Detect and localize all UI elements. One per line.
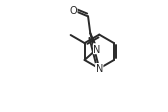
Text: O: O xyxy=(69,6,77,16)
Text: N: N xyxy=(93,44,101,54)
Text: N: N xyxy=(96,64,103,74)
